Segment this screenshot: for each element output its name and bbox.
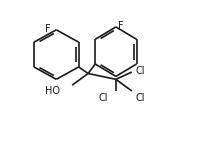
Text: Cl: Cl (136, 93, 145, 103)
Text: F: F (118, 21, 124, 31)
Text: HO: HO (45, 86, 60, 96)
Text: Cl: Cl (98, 93, 108, 103)
Text: F: F (45, 24, 50, 34)
Text: Cl: Cl (136, 66, 145, 76)
